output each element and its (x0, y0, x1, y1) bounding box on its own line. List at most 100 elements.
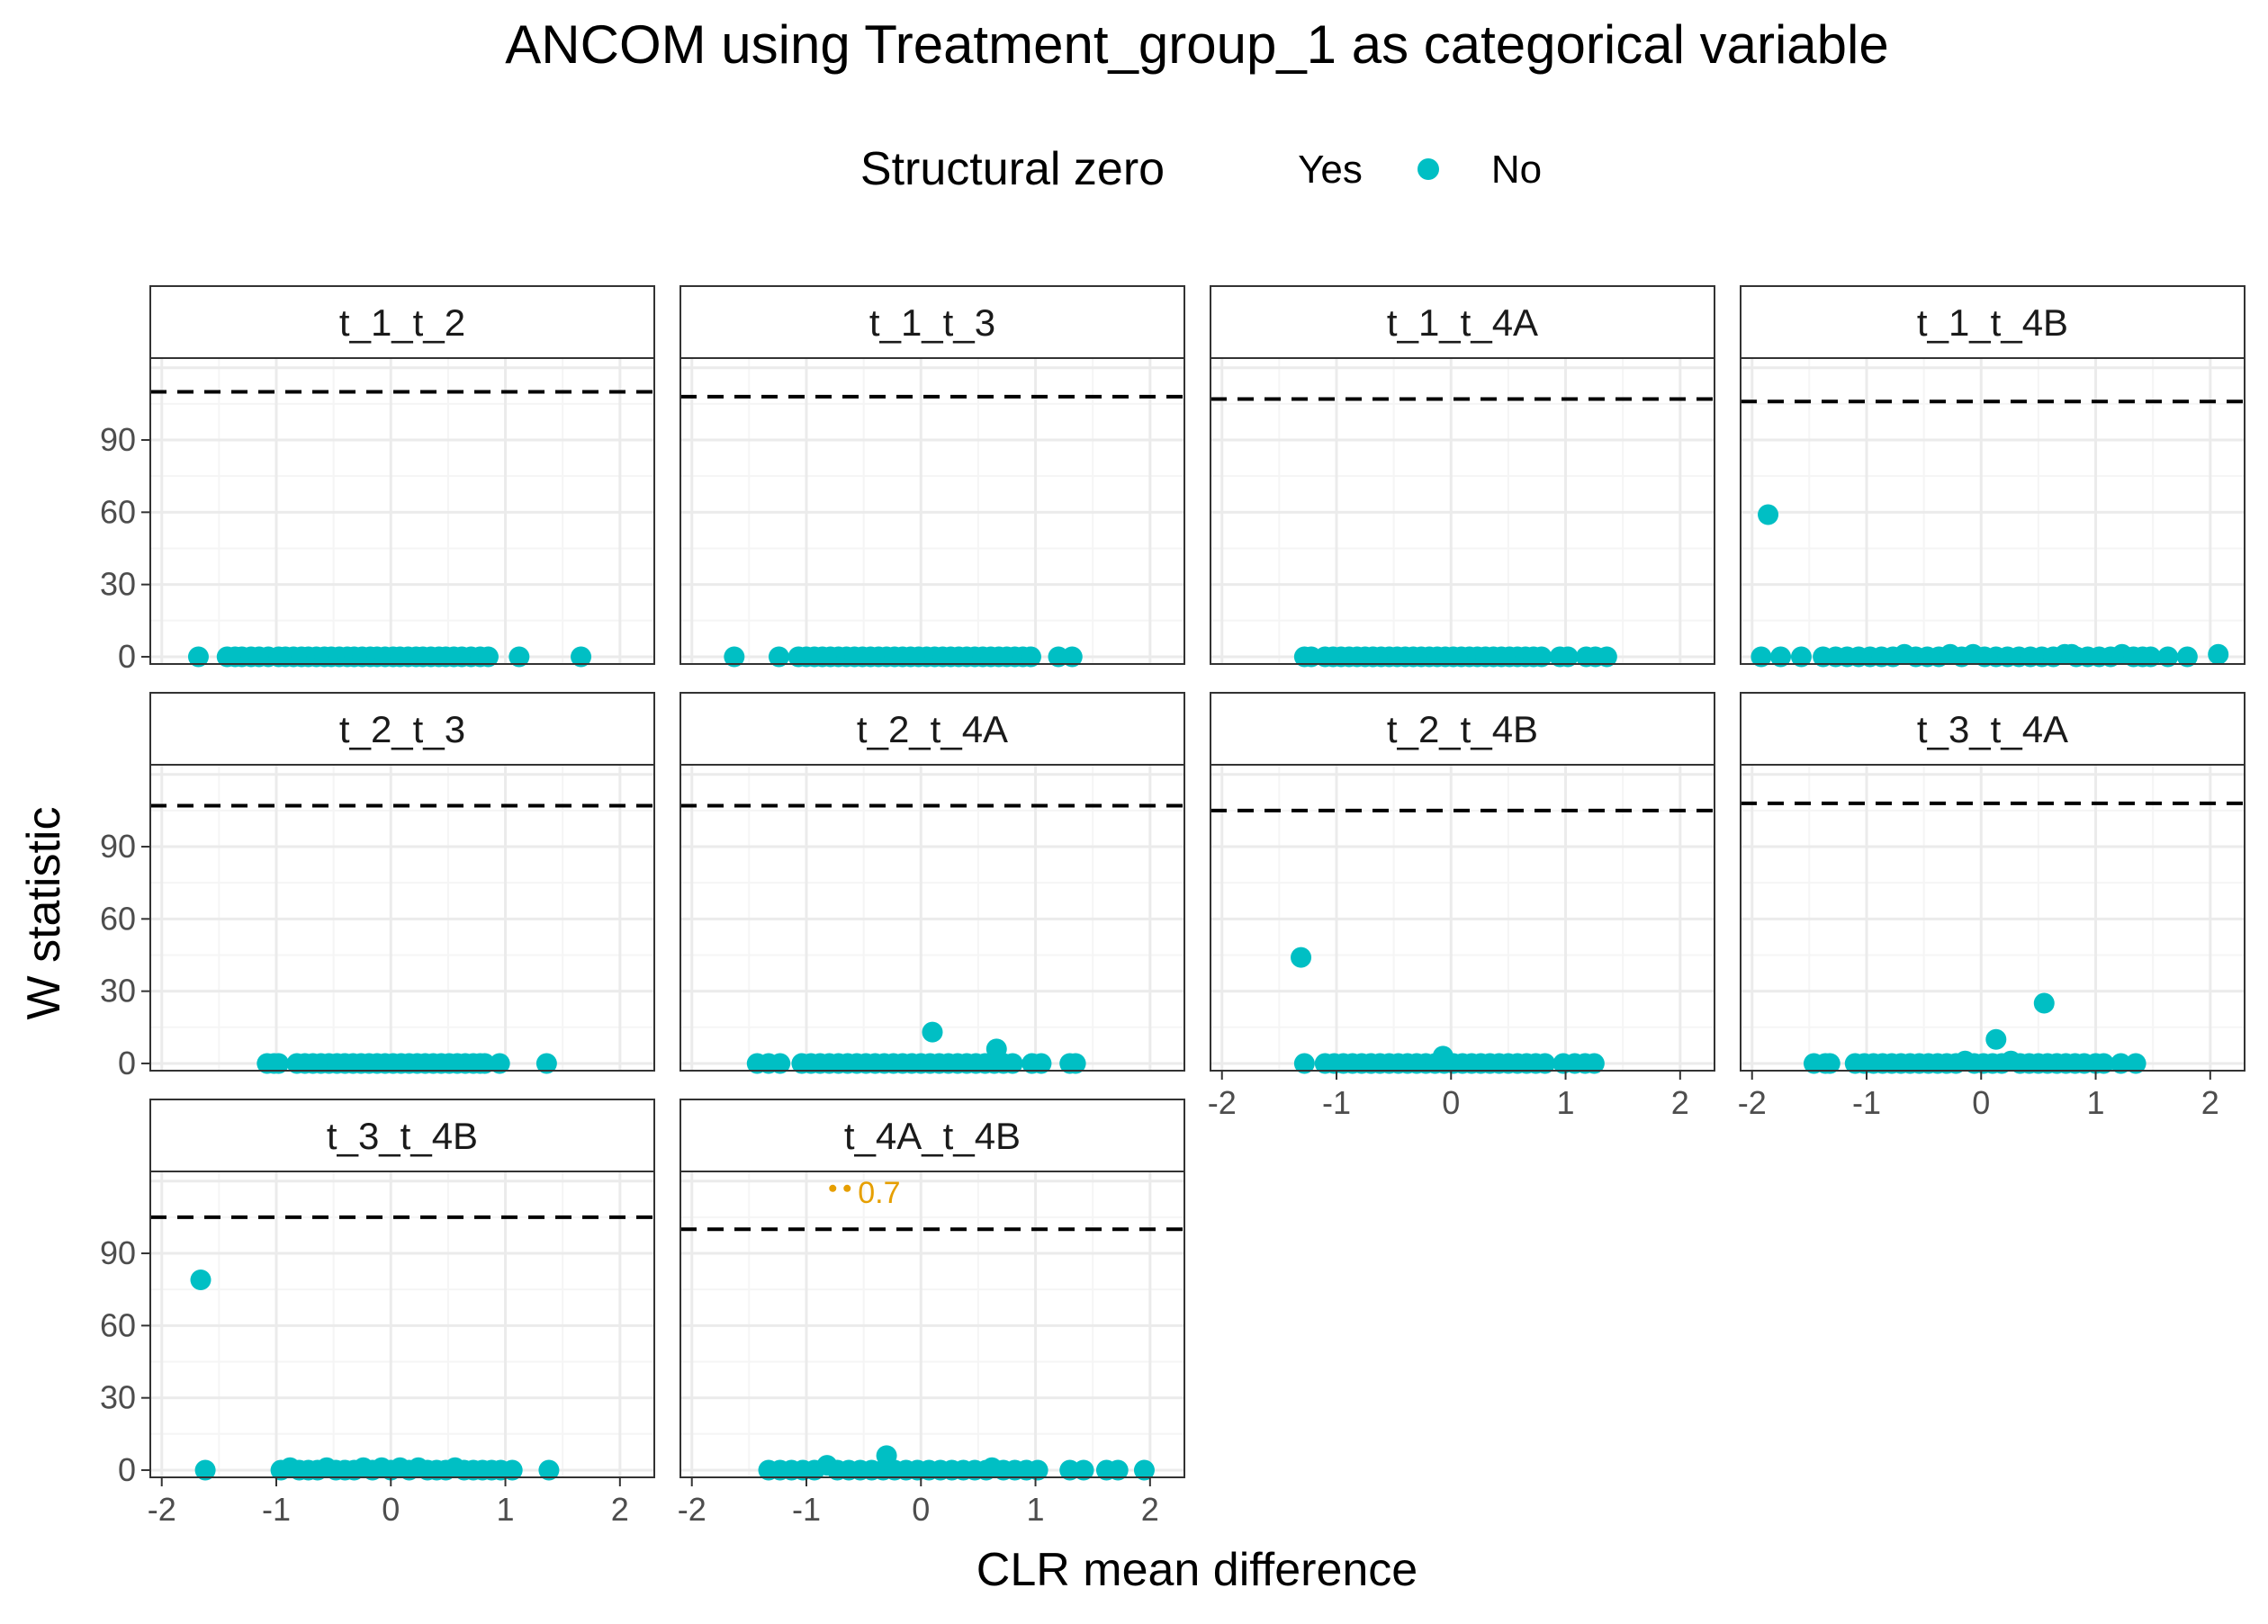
facet-panel: t_2_t_4B -2 -1 0 1 2 (1208, 692, 1715, 1121)
data-point (190, 1269, 212, 1290)
data-point (2140, 646, 2162, 668)
panel-border (680, 1171, 1185, 1478)
data-point (187, 646, 209, 668)
data-point (501, 1459, 523, 1481)
data-point (1030, 1053, 1052, 1074)
y-tick-label: 90 (100, 421, 136, 458)
y-tick-label: 60 (100, 1306, 136, 1343)
data-point (1596, 646, 1617, 668)
facet-strip-label: t_3_t_4A (1917, 708, 2068, 750)
panel-border (1210, 764, 1715, 1072)
facet-strip (149, 285, 655, 359)
data-point (1002, 1053, 1023, 1074)
x-tick-label: -2 (148, 1491, 176, 1528)
y-tick-label: 30 (100, 973, 136, 1009)
panel-border (1740, 764, 2246, 1072)
data-point (1293, 1053, 1315, 1074)
panel-border (1210, 357, 1715, 665)
data-point (2033, 992, 2055, 1014)
facet-panels: t_1_t_2 0 30 60 90 t_1_t_3 t_1_t_4A t_1_t_4B t_2… (100, 285, 2246, 1528)
x-tick-label: -2 (1208, 1084, 1237, 1121)
annotation-mark (829, 1184, 837, 1192)
data-point (538, 1459, 560, 1481)
facet-strip (149, 692, 655, 766)
data-point (1531, 646, 1552, 668)
x-tick-label: 1 (1027, 1491, 1045, 1528)
y-tick-label: 90 (100, 1234, 136, 1271)
data-point (474, 1053, 496, 1074)
data-point (1557, 646, 1579, 668)
facet-panel: t_1_t_4A (1210, 285, 1715, 668)
facet-panel: t_3_t_4A -2 -1 0 1 2 (1738, 692, 2246, 1121)
data-point (768, 646, 789, 668)
panel-border (149, 764, 655, 1072)
data-point (1027, 1459, 1048, 1481)
data-point (1758, 504, 1779, 525)
data-point (1819, 1053, 1840, 1074)
legend: Structural zero Yes No (860, 143, 1542, 195)
data-point (2110, 1053, 2132, 1074)
facet-panel: t_1_t_4B (1740, 285, 2246, 668)
x-tick-label: -1 (262, 1491, 291, 1528)
facet-strip-label: t_1_t_3 (869, 301, 995, 344)
legend-marker-no (1418, 158, 1439, 180)
facet-strip-label: t_1_t_4A (1387, 301, 1538, 344)
chart-title: ANCOM using Treatment_group_1 as categor… (505, 14, 1888, 75)
data-point (770, 1053, 791, 1074)
panel-border (1740, 357, 2246, 665)
annotation-mark (843, 1184, 851, 1192)
x-tick-label: -1 (1322, 1084, 1351, 1121)
data-point (2157, 646, 2179, 668)
x-tick-label: -2 (1738, 1084, 1767, 1121)
x-tick-label: 0 (1972, 1084, 1990, 1121)
data-point (1107, 1459, 1129, 1481)
facet-strip (1210, 285, 1715, 359)
data-point (1534, 1053, 1556, 1074)
x-tick-label: -2 (678, 1491, 706, 1528)
facet-panel: t_2_t_4A (680, 692, 1185, 1074)
data-point (724, 646, 745, 668)
data-point (1065, 1053, 1086, 1074)
data-point (1061, 646, 1083, 668)
y-tick-label: 30 (100, 566, 136, 603)
data-point (1790, 646, 1812, 668)
x-tick-label: 1 (1557, 1084, 1575, 1121)
panel-border (149, 357, 655, 665)
panel-border (680, 357, 1185, 665)
y-tick-label: 60 (100, 900, 136, 937)
facet-strip (680, 692, 1185, 766)
facet-strip-label: t_2_t_4A (857, 708, 1008, 750)
y-tick-label: 0 (118, 638, 136, 675)
x-axis-label: CLR mean difference (976, 1544, 1418, 1596)
facet-strip-label: t_4A_t_4B (844, 1115, 1021, 1157)
facet-strip (1740, 285, 2246, 359)
data-point (2092, 1053, 2114, 1074)
facet-panel: t_3_t_4B 0 30 60 90 -2 -1 0 1 2 (100, 1099, 655, 1528)
facet-strip-label: t_1_t_2 (339, 301, 465, 344)
facet-strip (1210, 692, 1715, 766)
data-point (571, 646, 592, 668)
x-tick-label: 0 (912, 1491, 930, 1528)
data-point (536, 1053, 557, 1074)
data-point (1291, 947, 1312, 968)
facet-strip (149, 1099, 655, 1172)
y-tick-label: 0 (118, 1451, 136, 1488)
data-point (1583, 1053, 1605, 1074)
data-point (1770, 646, 1792, 668)
y-tick-label: 60 (100, 493, 136, 530)
x-tick-label: -1 (792, 1491, 821, 1528)
data-point (2176, 646, 2198, 668)
x-tick-label: 2 (1141, 1491, 1159, 1528)
y-tick-label: 90 (100, 828, 136, 865)
data-point (2125, 1053, 2146, 1074)
facet-strip-label: t_2_t_3 (339, 708, 465, 750)
facet-panel: t_1_t_2 0 30 60 90 (100, 285, 655, 675)
x-tick-label: 1 (497, 1491, 515, 1528)
facet-strip-label: t_2_t_4B (1387, 708, 1538, 750)
x-tick-label: 2 (1671, 1084, 1689, 1121)
data-point (477, 646, 499, 668)
facet-panel: t_4A_t_4B 0.7 -2 -1 0 1 2 (678, 1099, 1185, 1528)
annotation-label: 0.7 (858, 1176, 900, 1210)
